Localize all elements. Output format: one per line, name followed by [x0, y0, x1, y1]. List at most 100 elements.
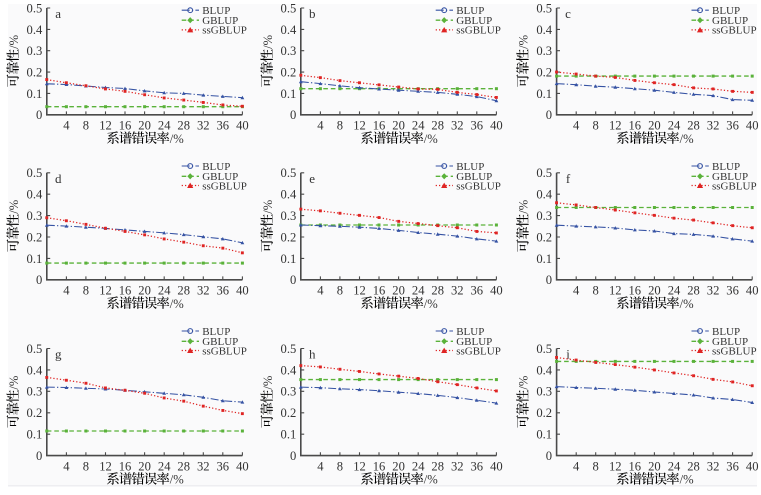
svg-text:0.5: 0.5 [536, 342, 552, 356]
svg-text:0.3: 0.3 [27, 209, 43, 223]
svg-text:0.3: 0.3 [281, 209, 297, 223]
svg-text:24: 24 [412, 459, 425, 473]
svg-text:40: 40 [236, 119, 249, 133]
svg-text:0.3: 0.3 [536, 385, 552, 399]
svg-text:4: 4 [573, 284, 580, 298]
svg-text:0.1: 0.1 [281, 428, 297, 442]
svg-text:0: 0 [36, 449, 42, 463]
svg-text:0.4: 0.4 [281, 188, 297, 202]
svg-text:0: 0 [546, 273, 552, 287]
svg-text:0.3: 0.3 [536, 44, 552, 58]
svg-text:12: 12 [609, 119, 622, 133]
svg-text:BLUP: BLUP [456, 326, 484, 338]
svg-text:GBLUP: GBLUP [456, 336, 492, 348]
svg-text:ssGBLUP: ssGBLUP [456, 25, 501, 37]
svg-text:36: 36 [471, 459, 484, 473]
svg-text:0.5: 0.5 [281, 166, 297, 180]
svg-text:32: 32 [451, 119, 464, 133]
svg-text:0.5: 0.5 [27, 166, 43, 180]
svg-text:24: 24 [158, 284, 171, 298]
svg-text:BLUP: BLUP [202, 161, 230, 173]
svg-text:24: 24 [668, 284, 681, 298]
svg-text:28: 28 [177, 284, 190, 298]
svg-text:0.1: 0.1 [281, 87, 297, 101]
svg-text:40: 40 [746, 284, 759, 298]
svg-text:12: 12 [99, 119, 112, 133]
svg-text:0: 0 [290, 273, 296, 287]
svg-text:36: 36 [726, 119, 739, 133]
svg-text:28: 28 [177, 459, 190, 473]
svg-text:4: 4 [573, 459, 580, 473]
svg-text:0.3: 0.3 [536, 209, 552, 223]
svg-text:0.1: 0.1 [536, 252, 552, 266]
svg-text:28: 28 [431, 284, 444, 298]
svg-text:0.1: 0.1 [281, 252, 297, 266]
svg-text:0.5: 0.5 [536, 166, 552, 180]
svg-text:20: 20 [648, 119, 661, 133]
svg-text:20: 20 [392, 284, 405, 298]
svg-text:8: 8 [337, 459, 343, 473]
svg-text:BLUP: BLUP [712, 161, 740, 173]
svg-text:16: 16 [373, 459, 386, 473]
svg-text:4: 4 [573, 119, 580, 133]
svg-text:32: 32 [197, 459, 210, 473]
svg-text:BLUP: BLUP [202, 5, 230, 17]
svg-text:0.2: 0.2 [281, 406, 297, 420]
svg-text:ssGBLUP: ssGBLUP [202, 345, 247, 357]
svg-text:0.3: 0.3 [281, 385, 297, 399]
svg-text:0.3: 0.3 [27, 385, 43, 399]
svg-text:8: 8 [593, 119, 599, 133]
svg-text:36: 36 [726, 459, 739, 473]
svg-text:32: 32 [197, 119, 210, 133]
svg-text:e: e [309, 171, 315, 186]
svg-text:GBLUP: GBLUP [712, 171, 748, 183]
svg-text:40: 40 [490, 459, 503, 473]
svg-text:0: 0 [36, 273, 42, 287]
svg-text:24: 24 [158, 119, 171, 133]
svg-text:BLUP: BLUP [456, 161, 484, 173]
svg-text:24: 24 [668, 459, 681, 473]
svg-text:20: 20 [648, 284, 661, 298]
svg-text:28: 28 [687, 459, 700, 473]
svg-text:0: 0 [290, 108, 296, 122]
svg-text:BLUP: BLUP [712, 326, 740, 338]
svg-text:36: 36 [471, 119, 484, 133]
svg-text:ssGBLUP: ssGBLUP [712, 345, 757, 357]
svg-text:0.1: 0.1 [536, 428, 552, 442]
svg-text:0.4: 0.4 [536, 363, 552, 377]
svg-text:24: 24 [412, 284, 425, 298]
svg-text:16: 16 [629, 119, 642, 133]
svg-text:4: 4 [63, 119, 70, 133]
svg-text:0.5: 0.5 [27, 1, 43, 15]
svg-text:12: 12 [99, 459, 112, 473]
svg-text:20: 20 [138, 459, 151, 473]
svg-text:16: 16 [373, 119, 386, 133]
svg-text:24: 24 [412, 119, 425, 133]
svg-text:16: 16 [119, 459, 132, 473]
svg-text:0: 0 [546, 108, 552, 122]
svg-text:BLUP: BLUP [202, 326, 230, 338]
svg-text:40: 40 [746, 459, 759, 473]
svg-text:0.5: 0.5 [536, 1, 552, 15]
svg-text:16: 16 [373, 284, 386, 298]
svg-text:8: 8 [593, 284, 599, 298]
svg-text:36: 36 [217, 459, 230, 473]
svg-text:8: 8 [337, 119, 343, 133]
svg-text:0.2: 0.2 [27, 406, 43, 420]
svg-text:0: 0 [36, 108, 42, 122]
svg-text:8: 8 [83, 459, 89, 473]
svg-text:b: b [309, 6, 316, 21]
svg-text:0.4: 0.4 [281, 23, 297, 37]
svg-text:0.1: 0.1 [27, 252, 43, 266]
svg-text:4: 4 [317, 459, 324, 473]
svg-text:32: 32 [451, 459, 464, 473]
svg-text:32: 32 [451, 284, 464, 298]
svg-text:ssGBLUP: ssGBLUP [202, 180, 247, 192]
svg-text:36: 36 [217, 284, 230, 298]
svg-text:0.2: 0.2 [27, 230, 43, 244]
svg-text:0.4: 0.4 [27, 363, 43, 377]
svg-text:0.2: 0.2 [536, 230, 552, 244]
svg-text:32: 32 [707, 284, 720, 298]
svg-text:0.2: 0.2 [27, 66, 43, 80]
svg-text:0.4: 0.4 [27, 23, 43, 37]
